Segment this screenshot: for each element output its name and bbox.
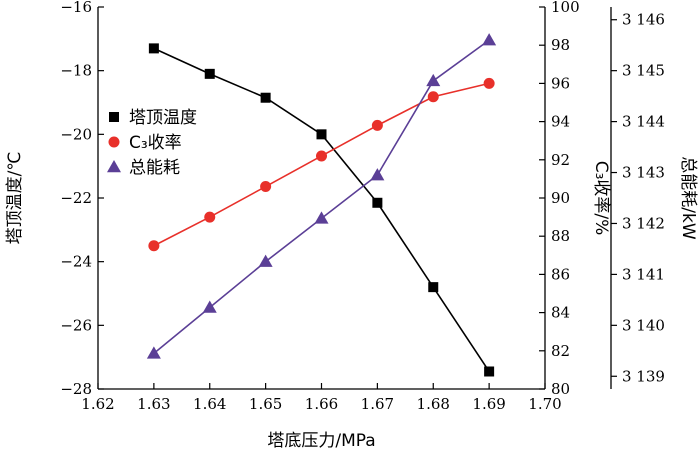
axes: 1.62 1.63 1.64 1.65 1.66 1.67 1.68 1.69 1.70 −28 −… bbox=[5, 0, 698, 451]
data-point-1 bbox=[316, 129, 327, 140]
energy-axis-title: 总能耗/kW bbox=[678, 156, 698, 240]
left-tick-label: −16 bbox=[60, 0, 92, 16]
yield-tick-label: 88 bbox=[551, 227, 570, 245]
data-point-3 bbox=[370, 168, 385, 181]
energy-tick-label: 3 141 bbox=[622, 265, 665, 283]
energy-tick-label: 3 143 bbox=[622, 164, 665, 182]
yield-tick-label: 96 bbox=[551, 74, 570, 92]
data-point-1 bbox=[428, 282, 439, 293]
yield-tick-label: 94 bbox=[551, 113, 570, 131]
data-point-3 bbox=[426, 73, 441, 87]
legend-label-1: 塔顶温度 bbox=[129, 108, 197, 128]
series-line-1 bbox=[153, 47, 490, 372]
data-point-2 bbox=[148, 240, 160, 252]
left-tick-label: −28 bbox=[60, 380, 92, 398]
x-tick-label: 1.68 bbox=[417, 395, 450, 413]
energy-tick-label: 3 145 bbox=[622, 62, 665, 80]
x-axis-title: 塔底压力/MPa bbox=[267, 431, 375, 451]
left-tick-label: −26 bbox=[60, 316, 92, 334]
data-point-3 bbox=[482, 33, 497, 46]
x-tick-label: 1.63 bbox=[137, 395, 170, 413]
data-point-2 bbox=[260, 181, 272, 193]
data-point-1 bbox=[148, 43, 159, 54]
data-point-3 bbox=[258, 254, 273, 267]
yield-tick-label: 100 bbox=[551, 0, 580, 16]
legend-marker-2 bbox=[108, 136, 120, 148]
legend-label-2: C₃收率 bbox=[129, 133, 182, 153]
energy-tick-label: 3 146 bbox=[622, 11, 665, 29]
data-point-3 bbox=[314, 211, 329, 224]
yield-tick-label: 92 bbox=[551, 151, 570, 169]
data-point-2 bbox=[483, 77, 495, 89]
x-tick-label: 1.67 bbox=[361, 395, 394, 413]
data-point-3 bbox=[202, 300, 217, 313]
energy-tick-label: 3 142 bbox=[622, 214, 665, 232]
x-tick-label: 1.66 bbox=[305, 395, 338, 413]
x-tick-label: 1.65 bbox=[249, 395, 282, 413]
data-point-1 bbox=[372, 197, 383, 208]
yield-tick-label: 84 bbox=[551, 304, 570, 322]
energy-tick-label: 3 144 bbox=[622, 113, 665, 131]
yield-axis-title: C₃收率/% bbox=[591, 161, 611, 236]
plot-series bbox=[146, 33, 497, 377]
yield-tick-label: 80 bbox=[551, 380, 570, 398]
energy-tick-label: 3 139 bbox=[622, 367, 665, 385]
data-point-2 bbox=[371, 119, 383, 131]
data-point-2 bbox=[316, 150, 327, 162]
yield-tick-label: 82 bbox=[551, 342, 570, 360]
legend-marker-1 bbox=[109, 112, 119, 122]
left-axis-title: 塔顶温度/℃ bbox=[5, 152, 25, 245]
data-point-1 bbox=[204, 68, 215, 79]
x-tick-label: 1.62 bbox=[81, 395, 114, 413]
left-tick-label: −18 bbox=[60, 62, 92, 80]
left-tick-label: −20 bbox=[60, 125, 92, 143]
yield-tick-label: 98 bbox=[551, 36, 570, 54]
x-tick-label: 1.64 bbox=[193, 395, 226, 413]
data-point-2 bbox=[427, 91, 439, 103]
energy-tick-label: 3 140 bbox=[622, 316, 665, 334]
left-tick-label: −24 bbox=[60, 253, 92, 271]
yield-tick-label: 86 bbox=[551, 265, 570, 283]
yield-tick-label: 90 bbox=[551, 189, 570, 207]
data-point-3 bbox=[146, 346, 161, 359]
data-point-2 bbox=[204, 211, 216, 223]
x-tick-label: 1.69 bbox=[472, 395, 505, 413]
data-point-1 bbox=[260, 92, 271, 103]
legend-label-3: 总能耗 bbox=[129, 158, 180, 178]
x-tick-label: 1.70 bbox=[528, 395, 561, 413]
data-point-1 bbox=[484, 366, 495, 377]
legend-marker-3 bbox=[107, 160, 121, 173]
series-line-3 bbox=[153, 39, 490, 354]
left-tick-label: −22 bbox=[60, 189, 92, 207]
